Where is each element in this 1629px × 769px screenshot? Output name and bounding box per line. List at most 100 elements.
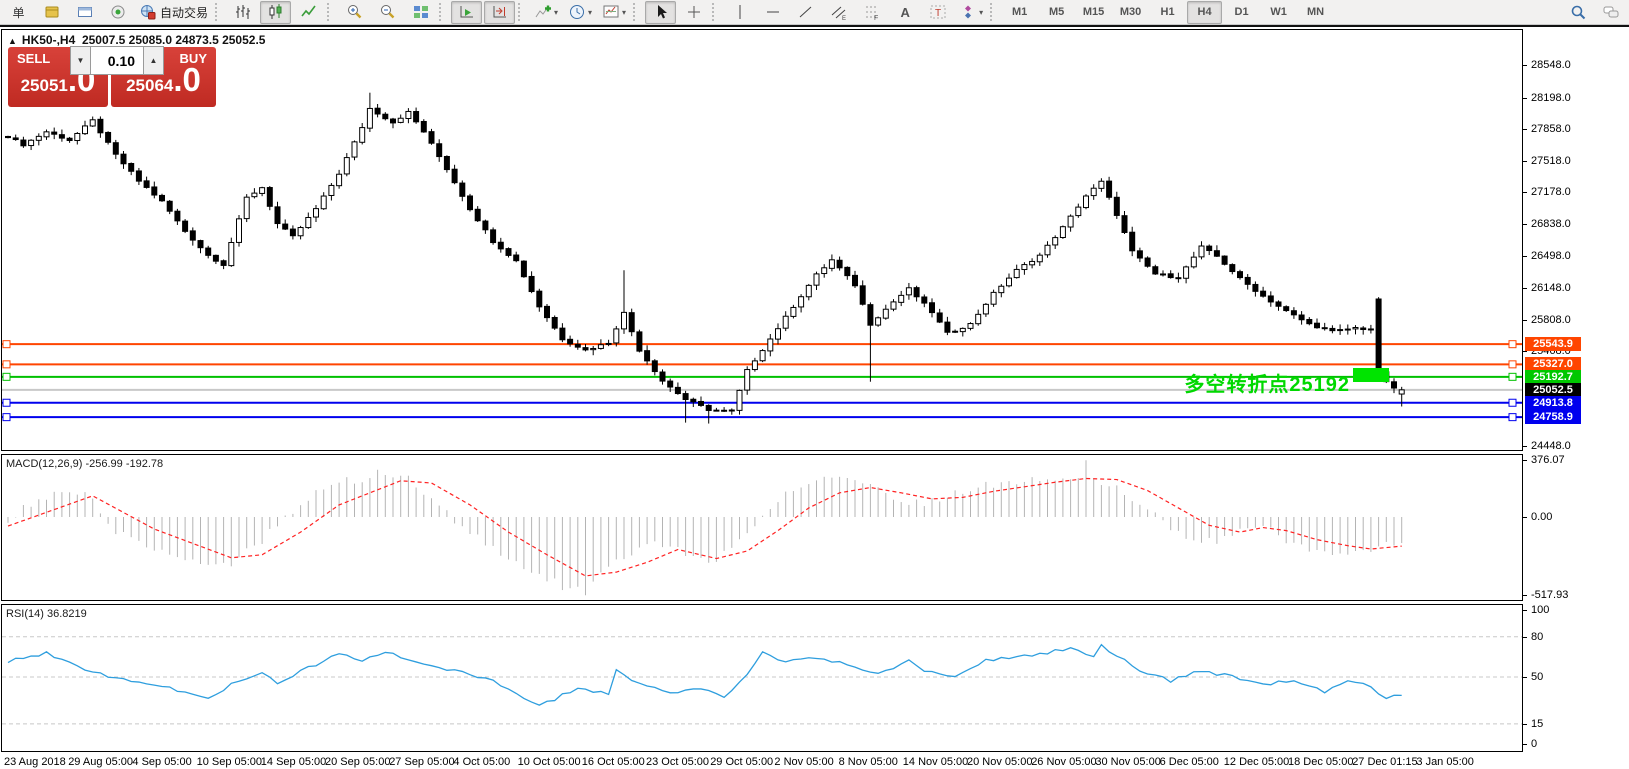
tf-button-H1[interactable]: H1 xyxy=(1160,6,1175,18)
bar-chart-mode-button[interactable] xyxy=(227,1,258,24)
search-button[interactable] xyxy=(1562,1,1593,24)
auto-scroll-button[interactable] xyxy=(451,0,483,24)
candle-bear xyxy=(1314,322,1320,329)
candle-bull xyxy=(1098,180,1105,189)
chart-symbol: HK50-,H4 xyxy=(21,33,76,47)
candlestick-mode-button[interactable] xyxy=(260,0,292,24)
candle-bear xyxy=(1106,180,1113,198)
pivot-highlight-box[interactable] xyxy=(1352,367,1390,383)
history-center-button[interactable] xyxy=(36,1,67,24)
candle-bear xyxy=(1306,318,1313,325)
chat-button[interactable] xyxy=(1595,1,1626,24)
candle-bull xyxy=(43,131,50,138)
tf-button-M5[interactable]: M5 xyxy=(1048,6,1065,18)
candle-bull xyxy=(959,327,966,333)
rsi-panel-frame xyxy=(1,604,1523,752)
vertical-line-button[interactable] xyxy=(724,1,755,24)
new-chart-button[interactable] xyxy=(69,1,100,24)
periods-button[interactable]: ▾ xyxy=(564,1,596,24)
tf-button-D1[interactable]: D1 xyxy=(1234,6,1249,18)
candle-bull xyxy=(736,389,743,411)
fibonacci-button[interactable]: F xyxy=(856,1,887,24)
text-label-button[interactable]: T xyxy=(922,1,953,24)
svg-text:T: T xyxy=(935,8,941,19)
tf-button-W1[interactable]: W1 xyxy=(1270,6,1287,18)
price-badge-25052.5: 25052.5 xyxy=(1525,382,1581,397)
lot-increase-button[interactable]: ▲ xyxy=(143,46,164,75)
text-button[interactable]: A xyxy=(889,1,920,24)
candle-bear xyxy=(1260,290,1267,297)
pivot-annotation-text[interactable]: 多空转折点25192 xyxy=(1184,374,1350,396)
periods-dropdown-icon[interactable]: ▾ xyxy=(588,7,593,17)
periods-icon xyxy=(568,3,586,21)
toolbar-right xyxy=(1561,1,1627,24)
candle-bear xyxy=(374,107,381,115)
candle-bear xyxy=(1244,276,1251,285)
crosshair-button[interactable] xyxy=(678,1,709,24)
zoom-out-button[interactable] xyxy=(372,1,403,24)
candle-bull xyxy=(713,409,720,412)
collapse-one-click-icon[interactable]: ▲ xyxy=(8,36,17,46)
new-order-button[interactable]: 单 xyxy=(3,1,34,24)
candle-bull xyxy=(805,284,812,298)
cursor-button[interactable] xyxy=(645,0,677,24)
candle-bear xyxy=(174,210,181,222)
toolbar-group-handle[interactable] xyxy=(633,3,642,21)
tf-button-H4[interactable]: H4 xyxy=(1187,0,1223,24)
macd-canvas[interactable] xyxy=(2,455,1522,600)
indicators-dropdown-icon[interactable]: ▾ xyxy=(554,7,559,17)
arrow-objects-button[interactable]: ▾ xyxy=(955,1,987,24)
trendline-button[interactable] xyxy=(790,1,821,24)
data-window-button[interactable] xyxy=(102,1,133,24)
macd-panel-frame xyxy=(1,454,1523,601)
candle-bear xyxy=(274,206,281,225)
candle-bear xyxy=(674,386,681,395)
toolbar-group-handle[interactable] xyxy=(990,3,999,21)
lot-decrease-button[interactable]: ▼ xyxy=(70,46,91,75)
templates-dropdown-icon[interactable]: ▾ xyxy=(622,7,627,17)
candle-bear xyxy=(1290,310,1297,316)
line-chart-mode-button[interactable] xyxy=(293,1,324,24)
rsi-canvas[interactable] xyxy=(2,605,1522,751)
line-handle-left xyxy=(2,413,11,422)
crosshair-icon xyxy=(685,3,703,21)
templates-button[interactable]: ▾ xyxy=(598,1,630,24)
price-axis-label: 27858.0 xyxy=(1531,123,1571,136)
time-label: 20 Sep 05:00 xyxy=(325,756,391,768)
rsi-axis-tick xyxy=(1523,677,1527,678)
candle-bear xyxy=(282,223,289,230)
equidistant-channel-button[interactable]: E xyxy=(823,1,854,24)
price-axis-tick xyxy=(1523,319,1527,321)
toolbar-group-handle[interactable] xyxy=(518,3,527,21)
arrow-objects-dropdown-icon[interactable]: ▾ xyxy=(979,7,984,17)
tile-windows-button[interactable] xyxy=(405,1,436,24)
autotrading-button[interactable]: 自动交易 xyxy=(135,1,212,24)
bar-chart-mode-icon xyxy=(234,3,252,21)
candle-bull xyxy=(351,141,358,158)
candle-bear xyxy=(1321,327,1328,330)
toolbar-group-handle[interactable] xyxy=(327,3,336,21)
candle-bear xyxy=(474,208,481,222)
candle-bull xyxy=(1190,256,1197,268)
candle-bear xyxy=(497,241,504,250)
tf-button-MN[interactable]: MN xyxy=(1307,6,1325,18)
chart-shift-button[interactable] xyxy=(484,0,516,24)
indicators-button[interactable]: ▾ xyxy=(530,1,562,24)
toolbar-group-handle[interactable] xyxy=(712,3,721,21)
time-label: 14 Sep 05:00 xyxy=(260,756,327,768)
main-chart-canvas[interactable] xyxy=(2,30,1522,450)
price-badge-25327.0: 25327.0 xyxy=(1525,357,1581,372)
tf-button-M15[interactable]: M15 xyxy=(1082,6,1105,18)
candle-bull xyxy=(320,195,327,210)
horizontal-line-button[interactable] xyxy=(757,1,788,24)
tf-button-M1[interactable]: M1 xyxy=(1011,6,1028,18)
candle-bear xyxy=(189,230,196,241)
auto-scroll-icon xyxy=(458,3,476,21)
toolbar-group-handle[interactable] xyxy=(439,3,448,21)
candle-bull xyxy=(597,344,604,349)
tf-button-M30[interactable]: M30 xyxy=(1119,6,1142,18)
toolbar-group-handle[interactable] xyxy=(215,3,224,21)
lot-size-input[interactable] xyxy=(91,46,143,75)
zoom-in-button[interactable] xyxy=(339,1,370,24)
